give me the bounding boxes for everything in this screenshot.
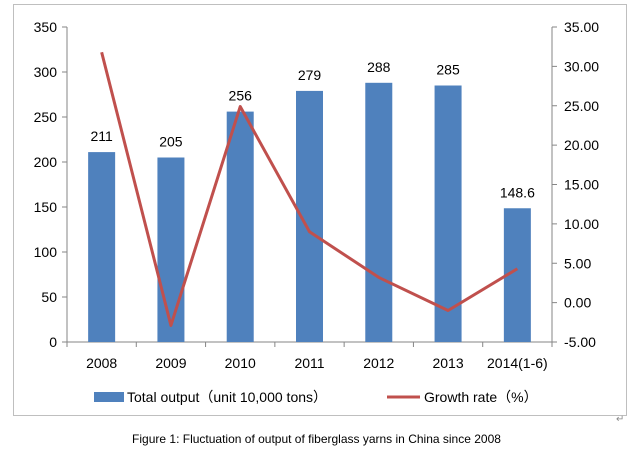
x-tick-label: 2008 bbox=[86, 355, 117, 371]
bar-data-label: 285 bbox=[436, 62, 460, 78]
y-right-tick-label: 15.00 bbox=[564, 177, 599, 193]
bar-data-label: 288 bbox=[367, 59, 391, 75]
y-right-tick-label: 25.00 bbox=[564, 98, 599, 114]
paragraph-return-mark: ↵ bbox=[616, 414, 625, 425]
y-left-tick-label: 250 bbox=[34, 109, 58, 125]
y-left-tick-label: 200 bbox=[34, 154, 58, 170]
y-right-tick-label: 0.00 bbox=[564, 295, 591, 311]
combo-chart: 0 50 100 150 200 250 300 350 -5.00 0.00 5.00 10.00 1… bbox=[34, 19, 600, 405]
y-left-tick-label: 50 bbox=[41, 289, 57, 305]
bar-series bbox=[88, 82, 531, 343]
data-labels: 211 205 256 279 288 285 148.6 bbox=[90, 59, 535, 200]
x-tick-label: 2009 bbox=[155, 355, 186, 371]
y-left-tick-label: 0 bbox=[49, 334, 57, 350]
bar bbox=[434, 85, 462, 342]
y-right-tick-label: 20.00 bbox=[564, 137, 599, 153]
chart-axes: 0 50 100 150 200 250 300 350 -5.00 0.00 5.00 10.00 1… bbox=[34, 19, 600, 371]
x-tick-label: 2010 bbox=[225, 355, 256, 371]
y-right-tick-label: -5.00 bbox=[564, 334, 596, 350]
bar-data-label: 148.6 bbox=[500, 184, 535, 200]
legend-swatch-total-output bbox=[94, 392, 124, 402]
bar-data-label: 205 bbox=[159, 134, 183, 150]
y-right-tick-label: 5.00 bbox=[564, 255, 591, 271]
chart-legend: Total output（unit 10,000 tons） Growth ra… bbox=[94, 389, 538, 405]
bar-data-label: 211 bbox=[90, 128, 113, 144]
line-series bbox=[100, 51, 519, 327]
bar-data-label: 256 bbox=[229, 88, 253, 104]
y-right-tick-label: 35.00 bbox=[564, 19, 599, 35]
y-right-tick-label: 30.00 bbox=[564, 58, 599, 74]
x-tick-label: 2013 bbox=[432, 355, 463, 371]
bar bbox=[365, 82, 393, 343]
bar bbox=[157, 157, 185, 342]
y-left-tick-label: 150 bbox=[34, 199, 58, 215]
figure-caption: Figure 1: Fluctuation of output of fiber… bbox=[132, 432, 501, 446]
x-tick-label: 2011 bbox=[294, 355, 324, 371]
y-left-tick-label: 350 bbox=[34, 19, 58, 35]
y-right-tick-label: 10.00 bbox=[564, 216, 599, 232]
bar-data-label: 279 bbox=[298, 67, 322, 83]
x-tick-label: 2014(1-6) bbox=[487, 355, 548, 371]
y-left-tick-label: 100 bbox=[34, 244, 58, 260]
x-tick-label: 2012 bbox=[363, 355, 394, 371]
bar bbox=[226, 111, 254, 342]
legend-label-growth-rate: Growth rate（%） bbox=[424, 389, 538, 405]
y-left-tick-label: 300 bbox=[34, 64, 58, 80]
bar bbox=[88, 152, 116, 342]
legend-label-total-output: Total output（unit 10,000 tons） bbox=[127, 389, 327, 405]
